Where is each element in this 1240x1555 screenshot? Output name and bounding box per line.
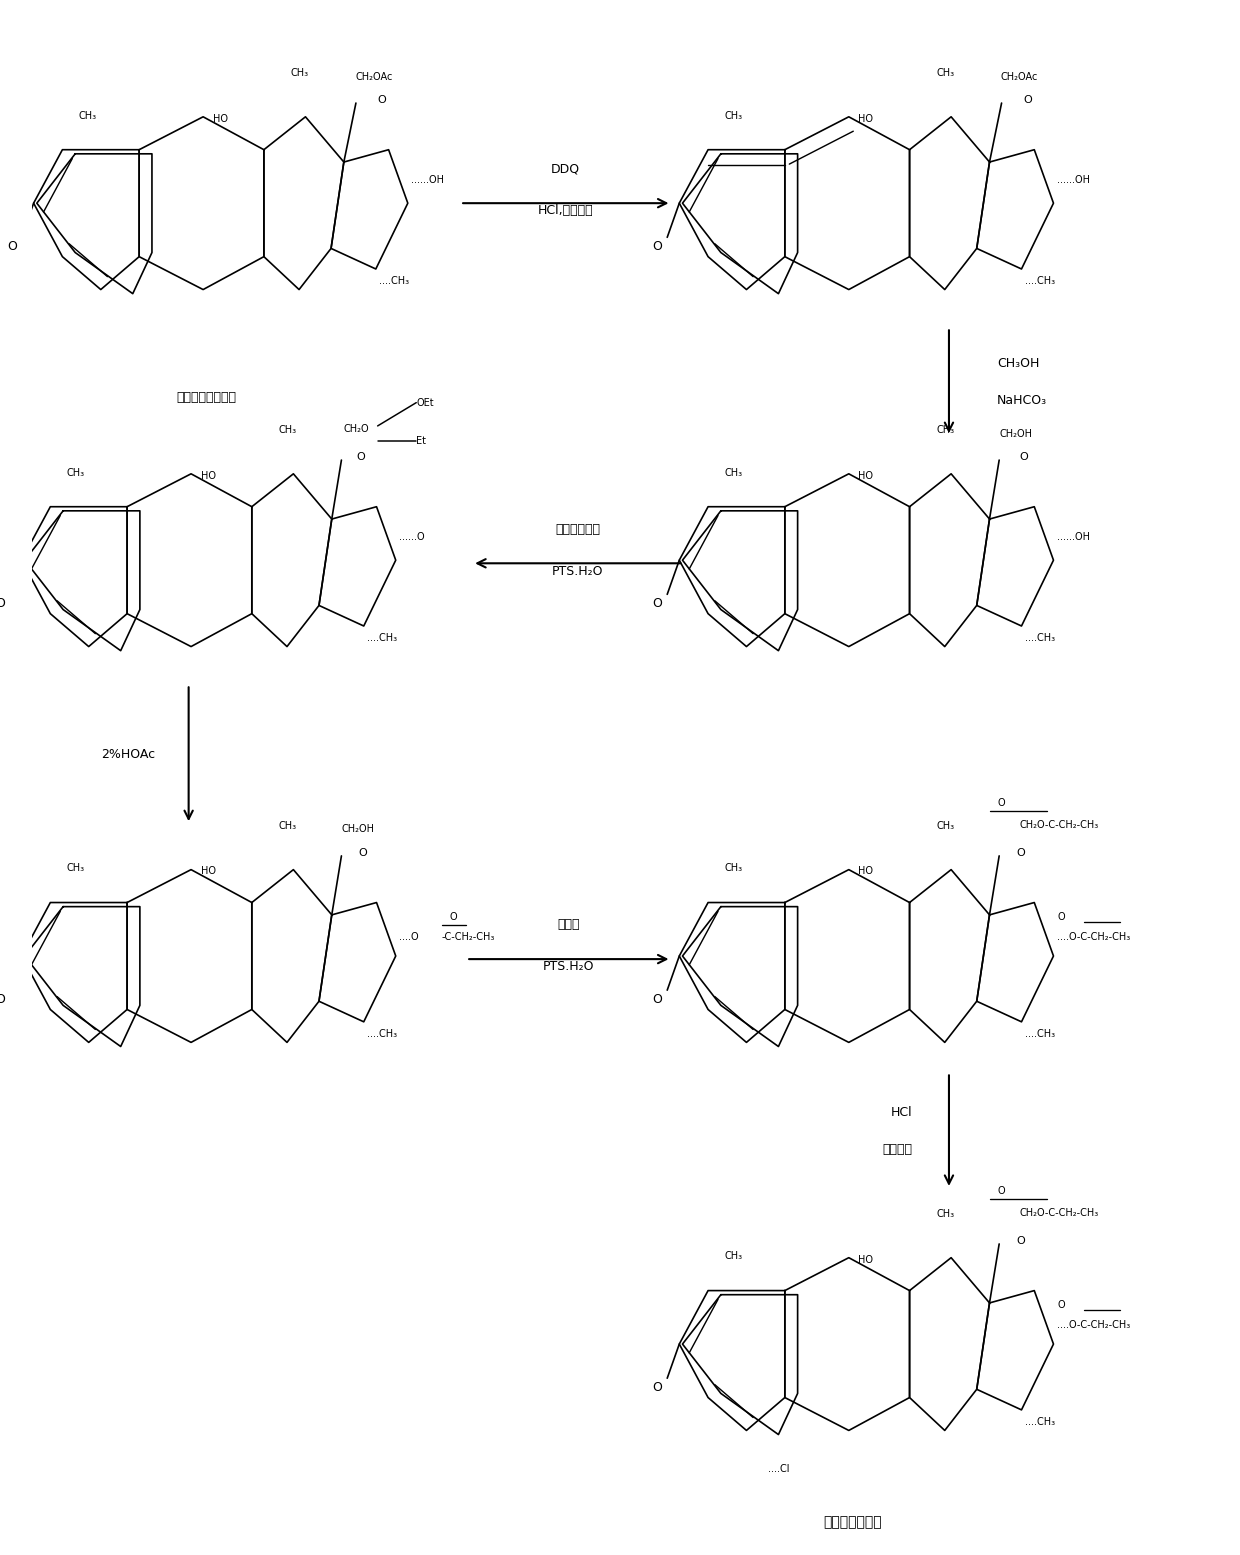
Text: CH₂O: CH₂O xyxy=(343,425,368,434)
Text: CH₃: CH₃ xyxy=(67,468,84,477)
Text: 丙酸酐: 丙酸酐 xyxy=(558,919,580,931)
Text: CH₃: CH₃ xyxy=(278,821,296,832)
Text: PTS.H₂O: PTS.H₂O xyxy=(552,564,604,577)
Text: HCl: HCl xyxy=(892,1106,913,1118)
Text: O: O xyxy=(652,597,662,610)
Text: CH₂OAc: CH₂OAc xyxy=(356,72,393,82)
Text: CH₂O-C-CH₂-CH₃: CH₂O-C-CH₂-CH₃ xyxy=(1019,1208,1099,1218)
Text: O: O xyxy=(652,1381,662,1393)
Text: HO: HO xyxy=(858,471,873,480)
Text: ......O: ......O xyxy=(399,532,425,541)
Text: ......OH: ......OH xyxy=(412,174,444,185)
Text: Et: Et xyxy=(417,437,427,446)
Text: CH₃: CH₃ xyxy=(724,863,743,874)
Text: CH₃: CH₃ xyxy=(936,426,954,435)
Text: ....CH₃: ....CH₃ xyxy=(1025,1029,1055,1039)
Text: HCl,二氧六环: HCl,二氧六环 xyxy=(538,204,594,218)
Text: CH₃OH: CH₃OH xyxy=(997,356,1039,370)
Text: CH₃: CH₃ xyxy=(67,863,84,874)
Text: CH₃: CH₃ xyxy=(936,68,954,78)
Text: O: O xyxy=(378,95,387,104)
Text: NaHCO₃: NaHCO₃ xyxy=(997,393,1048,407)
Text: O: O xyxy=(450,913,458,922)
Text: HO: HO xyxy=(201,471,216,480)
Text: HO: HO xyxy=(858,1255,873,1264)
Text: 双丙酸阿氯米松: 双丙酸阿氯米松 xyxy=(823,1516,882,1530)
Text: O: O xyxy=(1056,1300,1065,1311)
Text: O: O xyxy=(998,1186,1006,1196)
Text: O: O xyxy=(1016,847,1024,858)
Text: CH₃: CH₃ xyxy=(278,426,296,435)
Text: CH₂OH: CH₂OH xyxy=(999,429,1033,439)
Text: O: O xyxy=(358,847,367,858)
Text: 去氟醋酸地塞米松: 去氟醋酸地塞米松 xyxy=(177,390,237,404)
Text: 二氧六环: 二氧六环 xyxy=(883,1143,913,1155)
Text: O: O xyxy=(0,994,5,1006)
Text: ....CH₃: ....CH₃ xyxy=(1025,633,1055,644)
Text: O: O xyxy=(652,994,662,1006)
Text: ....CH₃: ....CH₃ xyxy=(1025,277,1055,286)
Text: O: O xyxy=(1016,1236,1024,1246)
Text: PTS.H₂O: PTS.H₂O xyxy=(543,961,594,973)
Text: CH₃: CH₃ xyxy=(936,1210,954,1219)
Text: CH₃: CH₃ xyxy=(724,110,743,121)
Text: O: O xyxy=(7,239,17,253)
Text: O: O xyxy=(1056,913,1065,922)
Text: CH₂OAc: CH₂OAc xyxy=(1001,72,1038,82)
Text: O: O xyxy=(1023,95,1032,104)
Text: ....CH₃: ....CH₃ xyxy=(367,1029,398,1039)
Text: O: O xyxy=(356,453,365,462)
Text: ....CH₃: ....CH₃ xyxy=(379,277,409,286)
Text: CH₃: CH₃ xyxy=(724,468,743,477)
Text: HO: HO xyxy=(858,114,873,124)
Text: CH₂OH: CH₂OH xyxy=(342,824,374,835)
Text: ......OH: ......OH xyxy=(1056,174,1090,185)
Text: CH₃: CH₃ xyxy=(290,68,309,78)
Text: DDQ: DDQ xyxy=(552,163,580,176)
Text: -C-CH₂-CH₃: -C-CH₂-CH₃ xyxy=(441,933,495,942)
Text: 原丙酸三乙酯: 原丙酸三乙酯 xyxy=(556,522,600,535)
Text: HO: HO xyxy=(213,114,228,124)
Text: ....O-C-CH₂-CH₃: ....O-C-CH₂-CH₃ xyxy=(1056,933,1131,942)
Text: ....O-C-CH₂-CH₃: ....O-C-CH₂-CH₃ xyxy=(1056,1320,1131,1331)
Text: O: O xyxy=(0,597,5,610)
Text: O: O xyxy=(998,798,1006,809)
Text: HO: HO xyxy=(201,866,216,877)
Text: CH₃: CH₃ xyxy=(79,110,97,121)
Text: OEt: OEt xyxy=(417,398,434,407)
Text: ....Cl: ....Cl xyxy=(768,1465,790,1474)
Text: HO: HO xyxy=(858,866,873,877)
Text: 2%HOAc: 2%HOAc xyxy=(100,748,155,760)
Text: ....CH₃: ....CH₃ xyxy=(1025,1417,1055,1427)
Text: CH₂O-C-CH₂-CH₃: CH₂O-C-CH₂-CH₃ xyxy=(1019,819,1099,830)
Text: ....CH₃: ....CH₃ xyxy=(367,633,398,644)
Text: ......OH: ......OH xyxy=(1056,532,1090,541)
Text: O: O xyxy=(1019,453,1028,462)
Text: CH₃: CH₃ xyxy=(936,821,954,832)
Text: ....O: ....O xyxy=(399,933,419,942)
Text: CH₃: CH₃ xyxy=(724,1252,743,1261)
Text: O: O xyxy=(652,239,662,253)
